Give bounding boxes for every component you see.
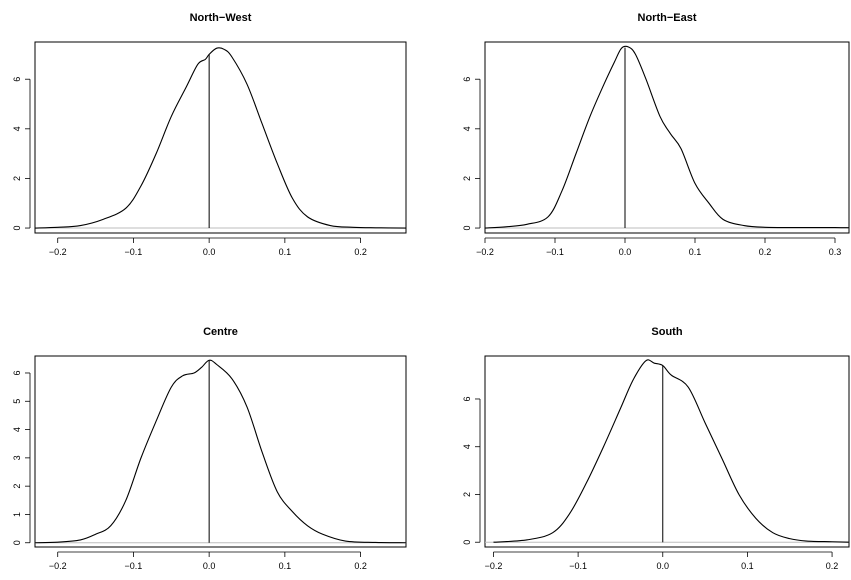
y-tick-label: 6 [12, 370, 22, 375]
y-tick-label: 4 [12, 427, 22, 432]
x-tick-label: 0.0 [203, 247, 216, 257]
density-curve [493, 359, 850, 543]
y-tick-label: 0 [12, 540, 22, 545]
x-tick-label: 0.0 [657, 561, 670, 571]
y-tick-label: 6 [462, 77, 472, 82]
x-tick-label: 0.1 [279, 247, 292, 257]
y-tick-label: 3 [12, 455, 22, 460]
density-curve [34, 359, 407, 544]
x-tick-label: 0.1 [741, 561, 754, 571]
panel-north-east: North−East −0.2 −0.1 0.0 0.1 0.2 0.3 0 2 4 6 [462, 12, 850, 257]
y-tick-label: 4 [462, 126, 472, 131]
density-curve [484, 45, 850, 229]
plot-frame [484, 41, 850, 234]
panel-title: Centre [203, 326, 238, 338]
x-tick-label: −0.1 [546, 247, 564, 257]
x-tick-label: 0.2 [354, 561, 367, 571]
panel-centre: Centre −0.2 −0.1 0.0 0.1 0.2 0 1 2 3 4 5 6 [12, 326, 407, 571]
plot-frame [484, 355, 850, 548]
x-tick-label: 0.1 [279, 561, 292, 571]
x-tick-label: −0.2 [476, 247, 494, 257]
x-tick-label: 0.2 [354, 247, 367, 257]
y-tick-label: 2 [462, 176, 472, 181]
x-tick-label: 0.3 [829, 247, 842, 257]
panel-title: North−East [638, 12, 697, 24]
y-tick-label: 2 [12, 176, 22, 181]
x-tick-label: −0.2 [485, 561, 503, 571]
x-tick-label: 0.2 [826, 561, 839, 571]
y-tick-label: 6 [462, 396, 472, 401]
panel-title: North−West [190, 12, 252, 24]
plot-frame [34, 355, 407, 548]
x-tick-label: 0.1 [689, 247, 702, 257]
panel-north-west: North−West −0.2 −0.1 0.0 0.1 0.2 0 2 4 6 [12, 12, 407, 257]
y-tick-label: 4 [12, 126, 22, 131]
panel-south: South −0.2 −0.1 0.0 0.1 0.2 0 2 4 6 [462, 326, 850, 571]
x-tick-label: −0.2 [49, 561, 67, 571]
y-tick-label: 1 [12, 512, 22, 517]
y-tick-label: 2 [462, 492, 472, 497]
y-tick-label: 0 [462, 540, 472, 545]
plot-frame [34, 41, 407, 234]
x-tick-label: −0.1 [569, 561, 587, 571]
y-tick-label: 4 [462, 444, 472, 449]
y-tick-label: 0 [12, 226, 22, 231]
y-tick-label: 5 [12, 399, 22, 404]
x-tick-label: −0.1 [125, 561, 143, 571]
x-tick-label: −0.2 [49, 247, 67, 257]
y-tick-label: 6 [12, 77, 22, 82]
x-tick-label: 0.2 [759, 247, 772, 257]
panel-title: South [651, 326, 682, 338]
density-curve [34, 47, 407, 229]
x-tick-label: 0.0 [619, 247, 632, 257]
x-tick-label: 0.0 [203, 561, 216, 571]
y-tick-label: 0 [462, 226, 472, 231]
y-tick-label: 2 [12, 484, 22, 489]
x-tick-label: −0.1 [125, 247, 143, 257]
